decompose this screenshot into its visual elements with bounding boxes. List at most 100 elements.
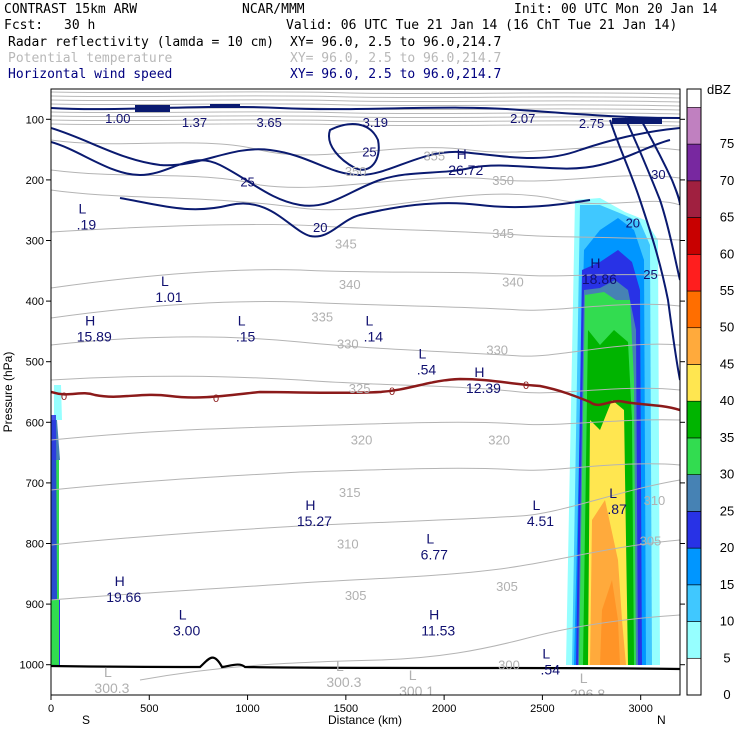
jet-label: 2.75: [579, 116, 604, 131]
theta-contours: [51, 139, 680, 681]
center-name: NCAR/MMM: [242, 2, 305, 17]
extremum-value: .14: [364, 328, 384, 344]
theta-contour-label: 310: [337, 537, 359, 552]
refl-col-45b: [600, 580, 620, 665]
y-tick-label: 900: [26, 599, 44, 611]
extremum-type: L: [161, 273, 169, 289]
jet-label: 3.65: [257, 115, 282, 130]
plot-content: 355 350 350 345 345 340 340 335 330 330 325 320 320 3…: [51, 91, 680, 702]
colorbar-swatch: [686, 621, 702, 659]
theta-line-330: [51, 336, 680, 357]
wind-contour-label: 25: [362, 144, 376, 159]
x-tick-label: 500: [140, 703, 158, 715]
freezing-label-4: 0: [523, 380, 529, 392]
extremum-type: L: [179, 606, 187, 622]
y-tick-label: 800: [26, 539, 44, 551]
y-tick-label: 300: [26, 236, 44, 248]
colorbar-tick-label: 5: [723, 650, 730, 665]
field-wind-name: Horizontal wind speed: [8, 67, 172, 82]
wind-line-20: [119, 197, 591, 238]
colorbar-tick-label: 25: [720, 503, 734, 518]
fcst-value: 30 h: [64, 18, 95, 33]
extremum-type: L: [426, 531, 434, 547]
wind-line-top: [51, 105, 680, 119]
x-tick-label: 2000: [432, 703, 456, 715]
jet-label: 2.07: [510, 111, 535, 126]
theta-contour-label: 305: [345, 588, 367, 603]
fcst-label: Fcst:: [4, 18, 43, 33]
extremum-type: L: [580, 670, 588, 686]
colorbar-swatch: [686, 511, 702, 549]
jet-label: 1.37: [182, 115, 207, 130]
extremum-type: L: [609, 485, 617, 501]
wind-line-25-east: [624, 117, 680, 281]
colorbar-unit: dBZ: [707, 82, 731, 97]
freezing-level-line: [51, 377, 680, 412]
refl-left-20b: [51, 415, 57, 600]
init-time: Init: 00 UTC Mon 20 Jan 14: [514, 2, 718, 17]
y-tick-label: 500: [26, 357, 44, 369]
freezing-labels: 0 0 0 0: [61, 380, 529, 405]
colorbar-swatch: [686, 253, 702, 292]
colorbar-tick-label: 0: [723, 687, 730, 702]
y-tick-label: 200: [26, 175, 44, 187]
theta-contour-label: 340: [339, 277, 361, 292]
model-title: CONTRAST 15km ARW: [4, 2, 137, 17]
extremum-type: L: [365, 312, 373, 328]
wind-contour-label: 30: [651, 167, 665, 182]
colorbar-swatch: [686, 584, 702, 622]
theta-line-335: [51, 301, 680, 319]
extremum-value: 3.00: [173, 622, 200, 638]
theta-line-350: [51, 189, 680, 211]
jet-core-2: [210, 104, 240, 108]
colorbar-tick-label: 15: [720, 577, 734, 592]
extremum-value: 296.8: [570, 686, 605, 702]
extremum-value: 19.66: [106, 589, 141, 605]
colorbar: dBZ 0 5 10 15 20 25 30 35 40 45 50 55 60 65 70 75: [686, 82, 734, 702]
colorbar-swatch: [686, 217, 702, 255]
extremum-type: L: [533, 497, 541, 513]
colorbar-swatch: [686, 437, 702, 475]
wind-contour-label: 20: [626, 215, 640, 230]
colorbar-tick-label: 10: [720, 614, 734, 629]
colorbar-tick-label: 55: [720, 283, 734, 298]
theta-contour-label: 300: [498, 658, 520, 673]
field-theta-name: Potential temperature: [8, 51, 173, 66]
wind-contour-label: 25: [643, 267, 657, 282]
theta-contour-label: 340: [502, 275, 524, 290]
wind-line-30: [51, 127, 680, 177]
extremum-value: 4.51: [527, 513, 554, 529]
y-tick-label: 100: [26, 114, 44, 126]
colorbar-tick-label: 20: [720, 540, 734, 555]
wind-line-25a: [51, 139, 671, 207]
field-reflectivity-xy: XY= 96.0, 2.5 to 96.0,214.7: [290, 35, 501, 50]
theta-top-line: [51, 103, 680, 107]
colorbar-swatch: [686, 290, 702, 329]
colorbar-swatch: [686, 547, 702, 586]
colorbar-swatch: [686, 327, 702, 365]
theta-top-line: [51, 119, 680, 123]
theta-contour-label: 330: [486, 343, 508, 358]
x-tick-label: 1500: [334, 703, 358, 715]
extremum-value: 6.77: [421, 547, 448, 563]
x-axis-title: Distance (km): [328, 713, 402, 727]
colorbar-swatch: [686, 143, 702, 182]
theta-line-360: [51, 139, 680, 156]
field-theta-xy: XY= 96.0, 2.5 to 96.0,214.7: [290, 51, 501, 66]
extremum-value: 26.72: [448, 162, 483, 178]
extremum-value: .87: [607, 501, 627, 517]
theta-contour-label: 325: [349, 381, 371, 396]
colorbar-tick-label: 30: [720, 467, 734, 482]
jet-labels: 1.00 1.37 3.65 3.19 2.07 2.75: [105, 111, 604, 131]
extremum-type: H: [305, 497, 315, 513]
y-tick-label: 1000: [20, 660, 44, 672]
x-axis-north-label: N: [657, 713, 666, 727]
colorbar-boxes: [686, 88, 702, 696]
field-wind-xy: XY= 96.0, 2.5 to 96.0,214.7: [290, 67, 501, 82]
x-tick-label: 1000: [235, 703, 259, 715]
extremum-type: H: [85, 312, 95, 328]
theta-contour-label: 335: [311, 309, 333, 324]
theta-line-355: [51, 169, 680, 188]
